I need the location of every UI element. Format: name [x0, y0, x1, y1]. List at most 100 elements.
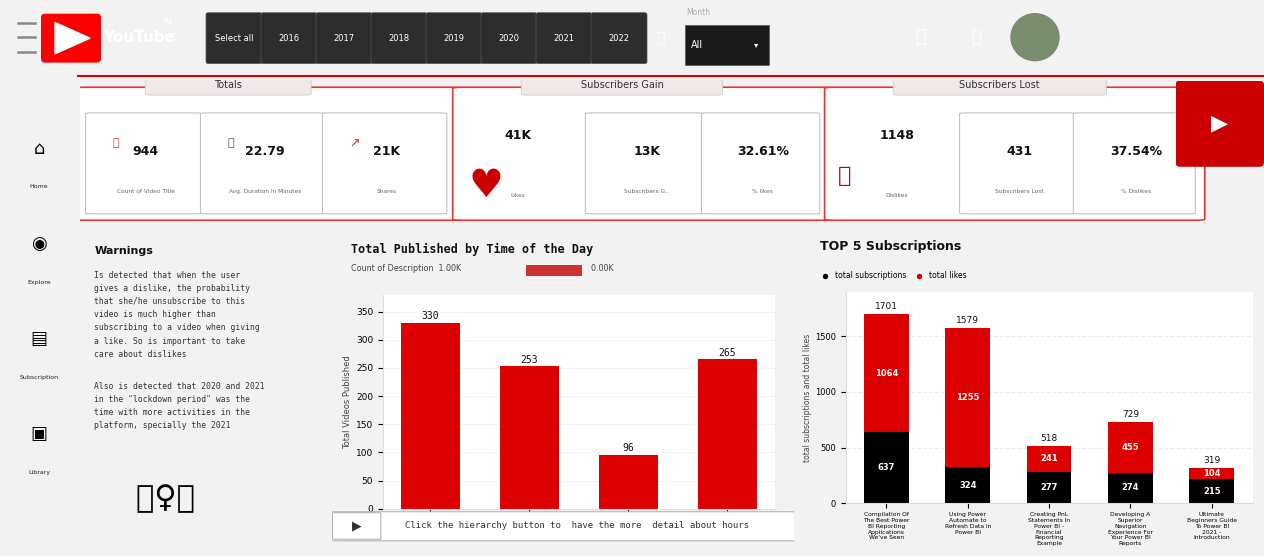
- FancyBboxPatch shape: [894, 75, 1106, 95]
- Bar: [865, 314, 909, 433]
- Text: Warnings: Warnings: [95, 246, 153, 256]
- Text: ▾: ▾: [755, 41, 758, 49]
- Text: 13K: 13K: [633, 145, 660, 158]
- Text: Month: Month: [686, 8, 710, 17]
- Text: Select all: Select all: [215, 34, 253, 43]
- FancyBboxPatch shape: [959, 113, 1076, 214]
- Text: 🧍‍♀️📱: 🧍‍♀️📱: [137, 484, 196, 513]
- Text: 2016: 2016: [278, 34, 300, 43]
- Bar: [401, 323, 460, 509]
- Text: ▣: ▣: [30, 425, 48, 444]
- FancyBboxPatch shape: [482, 13, 537, 63]
- FancyBboxPatch shape: [322, 113, 446, 214]
- Text: Likes: Likes: [511, 193, 526, 198]
- FancyBboxPatch shape: [316, 13, 372, 63]
- FancyBboxPatch shape: [1176, 81, 1264, 167]
- Text: 2017: 2017: [334, 34, 355, 43]
- Text: 2021: 2021: [554, 34, 575, 43]
- Text: 22.79: 22.79: [245, 145, 284, 158]
- Text: 🧍: 🧍: [112, 138, 119, 148]
- Text: Shares: Shares: [377, 188, 397, 193]
- Text: 431: 431: [1006, 145, 1033, 158]
- Bar: [1109, 473, 1153, 503]
- FancyBboxPatch shape: [332, 513, 380, 539]
- Text: 1579: 1579: [957, 316, 980, 325]
- Text: 21K: 21K: [373, 145, 401, 158]
- Text: Library: Library: [28, 470, 51, 475]
- Text: 518: 518: [1040, 434, 1058, 443]
- Text: IN: IN: [163, 18, 172, 27]
- FancyBboxPatch shape: [453, 87, 833, 220]
- Text: All: All: [691, 40, 703, 50]
- Text: ◉: ◉: [32, 235, 47, 253]
- Bar: [1189, 468, 1234, 479]
- Text: Total Published by Time of the Day: Total Published by Time of the Day: [351, 243, 593, 256]
- FancyBboxPatch shape: [585, 113, 704, 214]
- Bar: [945, 327, 990, 467]
- Text: Explore: Explore: [28, 280, 51, 285]
- Text: YouTube: YouTube: [102, 29, 174, 44]
- Text: ⏱: ⏱: [228, 138, 234, 148]
- Text: 0.00K: 0.00K: [586, 264, 614, 274]
- Text: 2020: 2020: [498, 34, 520, 43]
- Text: Count of Description  1.00K: Count of Description 1.00K: [351, 264, 461, 274]
- Text: 944: 944: [133, 145, 159, 158]
- Text: Subscribers Lost: Subscribers Lost: [996, 188, 1044, 193]
- Text: Count of Video Title: Count of Video Title: [116, 188, 174, 193]
- Text: 215: 215: [1203, 486, 1221, 496]
- Text: 2022: 2022: [608, 34, 629, 43]
- FancyBboxPatch shape: [702, 113, 820, 214]
- Text: 👎: 👎: [838, 166, 851, 186]
- Text: Dislikes: Dislikes: [886, 193, 908, 198]
- Text: 274: 274: [1121, 484, 1139, 493]
- Polygon shape: [56, 22, 90, 54]
- FancyBboxPatch shape: [40, 14, 101, 63]
- FancyBboxPatch shape: [824, 87, 1205, 220]
- Text: 277: 277: [1040, 483, 1058, 492]
- Bar: [865, 433, 909, 503]
- Text: 324: 324: [959, 481, 977, 490]
- Text: 241: 241: [1040, 454, 1058, 464]
- FancyBboxPatch shape: [201, 113, 325, 214]
- Text: 1255: 1255: [956, 393, 980, 402]
- Text: 32.61%: 32.61%: [737, 145, 789, 158]
- Text: 41K: 41K: [504, 130, 531, 142]
- Text: 1148: 1148: [880, 130, 914, 142]
- Bar: [1026, 445, 1072, 473]
- Text: ▶: ▶: [1211, 114, 1229, 133]
- FancyBboxPatch shape: [536, 13, 592, 63]
- Text: Subscription: Subscription: [20, 375, 58, 380]
- Text: Avg. Duration In Minutes: Avg. Duration In Minutes: [229, 188, 301, 193]
- FancyBboxPatch shape: [330, 512, 796, 541]
- Text: ▶: ▶: [353, 519, 362, 533]
- FancyBboxPatch shape: [372, 13, 427, 63]
- Text: 🔔: 🔔: [971, 28, 981, 46]
- Text: Subscribers Lost: Subscribers Lost: [959, 80, 1040, 90]
- FancyBboxPatch shape: [685, 26, 769, 64]
- Legend: total subscriptions, total likes: total subscriptions, total likes: [814, 268, 969, 284]
- FancyBboxPatch shape: [76, 87, 460, 220]
- FancyBboxPatch shape: [521, 75, 723, 95]
- FancyBboxPatch shape: [145, 75, 311, 95]
- Bar: [599, 455, 659, 509]
- Text: 1064: 1064: [875, 369, 899, 378]
- Text: 1701: 1701: [875, 302, 897, 311]
- Bar: [1189, 479, 1234, 503]
- FancyBboxPatch shape: [426, 13, 482, 63]
- Text: Totals: Totals: [215, 80, 243, 90]
- Text: 319: 319: [1203, 456, 1220, 465]
- Text: Click the hierarchy button to  have the more  detail about hours: Click the hierarchy button to have the m…: [404, 522, 750, 530]
- FancyBboxPatch shape: [526, 265, 581, 276]
- Text: Home: Home: [30, 184, 48, 189]
- Text: Also is detected that 2020 and 2021
in the "lockdown period" was the
time with m: Also is detected that 2020 and 2021 in t…: [95, 381, 265, 430]
- Text: 104: 104: [1203, 469, 1221, 478]
- Text: ⌂: ⌂: [34, 140, 44, 157]
- Text: 2019: 2019: [444, 34, 464, 43]
- Bar: [698, 360, 757, 509]
- Text: 2018: 2018: [388, 34, 410, 43]
- Text: 265: 265: [718, 348, 736, 358]
- FancyBboxPatch shape: [206, 13, 262, 63]
- Text: ♥: ♥: [468, 167, 503, 205]
- Text: 37.54%: 37.54%: [1111, 145, 1163, 158]
- Bar: [945, 467, 990, 503]
